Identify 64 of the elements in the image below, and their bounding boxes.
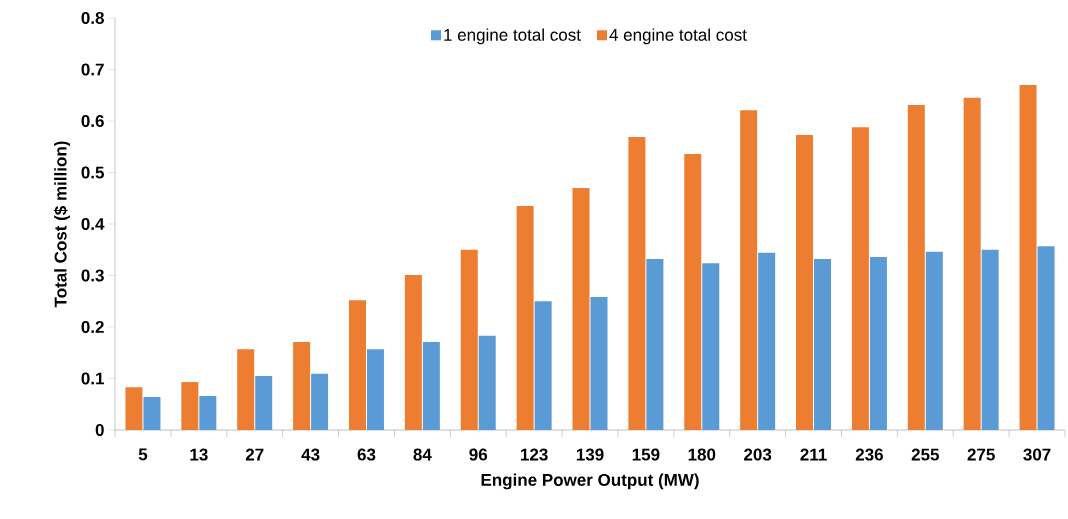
x-tick-label: 255: [911, 448, 939, 461]
y-tick-label: 0.6: [81, 114, 104, 128]
x-tick-label: 43: [301, 448, 320, 461]
y-tick-label: 0.2: [81, 320, 104, 334]
bar: [534, 301, 552, 430]
x-tick-label: 5: [138, 448, 148, 461]
x-tick-label: 159: [632, 448, 660, 461]
bar: [460, 249, 478, 430]
y-tick-label: 0: [95, 423, 104, 437]
bar: [348, 300, 366, 430]
x-tick-label: 84: [413, 448, 432, 461]
bar: [572, 187, 590, 430]
bar: [907, 105, 925, 430]
x-tick-label: 63: [357, 448, 376, 461]
bar: [740, 110, 758, 430]
bar: [237, 349, 255, 430]
bar: [143, 397, 161, 430]
bar: [851, 127, 869, 430]
x-tick-label: 203: [744, 448, 772, 461]
y-tick-label: 0.8: [81, 11, 104, 25]
bar: [181, 382, 199, 430]
y-tick-label: 0.5: [81, 166, 105, 179]
bar: [199, 396, 217, 430]
bar: [311, 373, 329, 430]
bar: [404, 274, 422, 430]
bar: [796, 134, 814, 430]
legend-label: 4 engine total cost: [609, 28, 747, 45]
x-tick-label: 307: [1023, 448, 1051, 461]
bar: [702, 263, 720, 430]
bar: [963, 97, 981, 430]
bar: [293, 341, 311, 430]
x-tick-label: 236: [855, 448, 883, 461]
x-tick-label: 180: [688, 448, 716, 461]
x-axis-title: Engine Power Output (MW): [481, 473, 699, 490]
legend-label: 1 engine total cost: [444, 28, 581, 45]
x-tick-label: 27: [245, 448, 264, 461]
x-tick-label: 275: [967, 448, 995, 461]
bar: [684, 153, 702, 430]
y-axis-title: Total Cost ($ million): [53, 141, 70, 308]
bar: [366, 349, 384, 430]
bar: [255, 375, 273, 430]
bar: [590, 297, 608, 430]
bar: [422, 341, 440, 430]
bar: [478, 335, 496, 430]
y-tick-label: 0.3: [81, 269, 104, 282]
bar: [925, 251, 943, 430]
x-tick-label: 96: [469, 448, 488, 461]
x-tick-label: 139: [576, 448, 604, 461]
x-tick-label: 211: [800, 448, 827, 461]
bar: [646, 259, 664, 430]
bar: [125, 387, 143, 430]
y-tick-label: 0.4: [81, 217, 105, 231]
bar: [1037, 246, 1055, 430]
bar: [628, 136, 646, 430]
bar: [814, 259, 832, 430]
bar: [869, 256, 887, 430]
y-tick-label: 0.1: [81, 372, 105, 385]
bar: [516, 205, 534, 430]
bar: [1019, 84, 1037, 430]
bar: [758, 252, 776, 430]
bar: [981, 249, 999, 430]
x-tick-label: 123: [521, 448, 548, 461]
x-tick-label: 13: [190, 448, 208, 461]
y-tick-label: 0.7: [81, 63, 104, 76]
